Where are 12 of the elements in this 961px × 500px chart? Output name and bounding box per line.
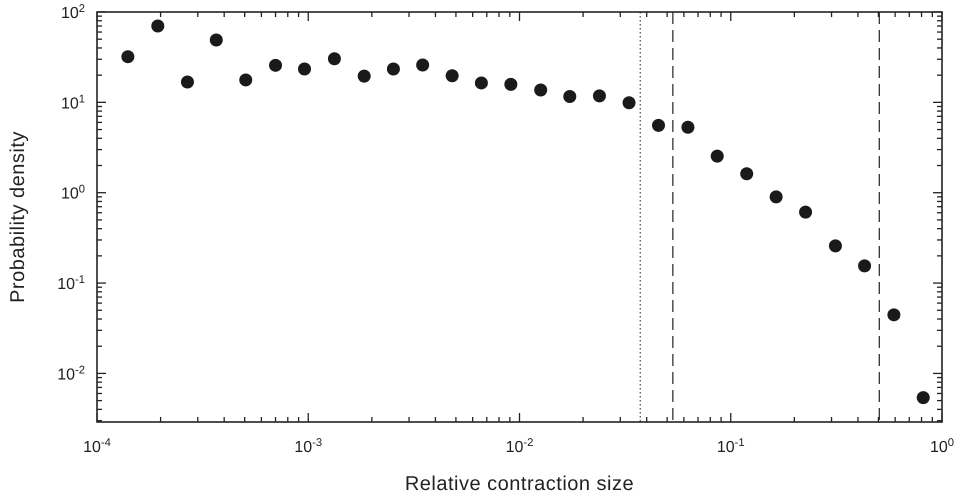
y-tick-label: 10$^{-2}$	[57, 364, 85, 384]
x-tick-label: 10$^{0}$	[930, 437, 954, 456]
y-tick-label: 10$^{1}$	[60, 93, 85, 112]
x-tick-label: 10$^{-1}$	[716, 437, 745, 456]
y-tick-label: 10$^{-1}$	[57, 274, 85, 294]
y-axis-title: Probability density	[7, 131, 29, 303]
x-tick-label: 10$^{-4}$	[83, 437, 111, 456]
x-tick-label: 10$^{-2}$	[506, 437, 534, 456]
y-tick-label: 10$^{2}$	[60, 3, 85, 22]
x-tick-label: 10$^{-3}$	[294, 437, 322, 456]
y-tick-label: 10$^{0}$	[60, 184, 85, 203]
x-axis-title: Relative contraction size	[404, 473, 634, 495]
